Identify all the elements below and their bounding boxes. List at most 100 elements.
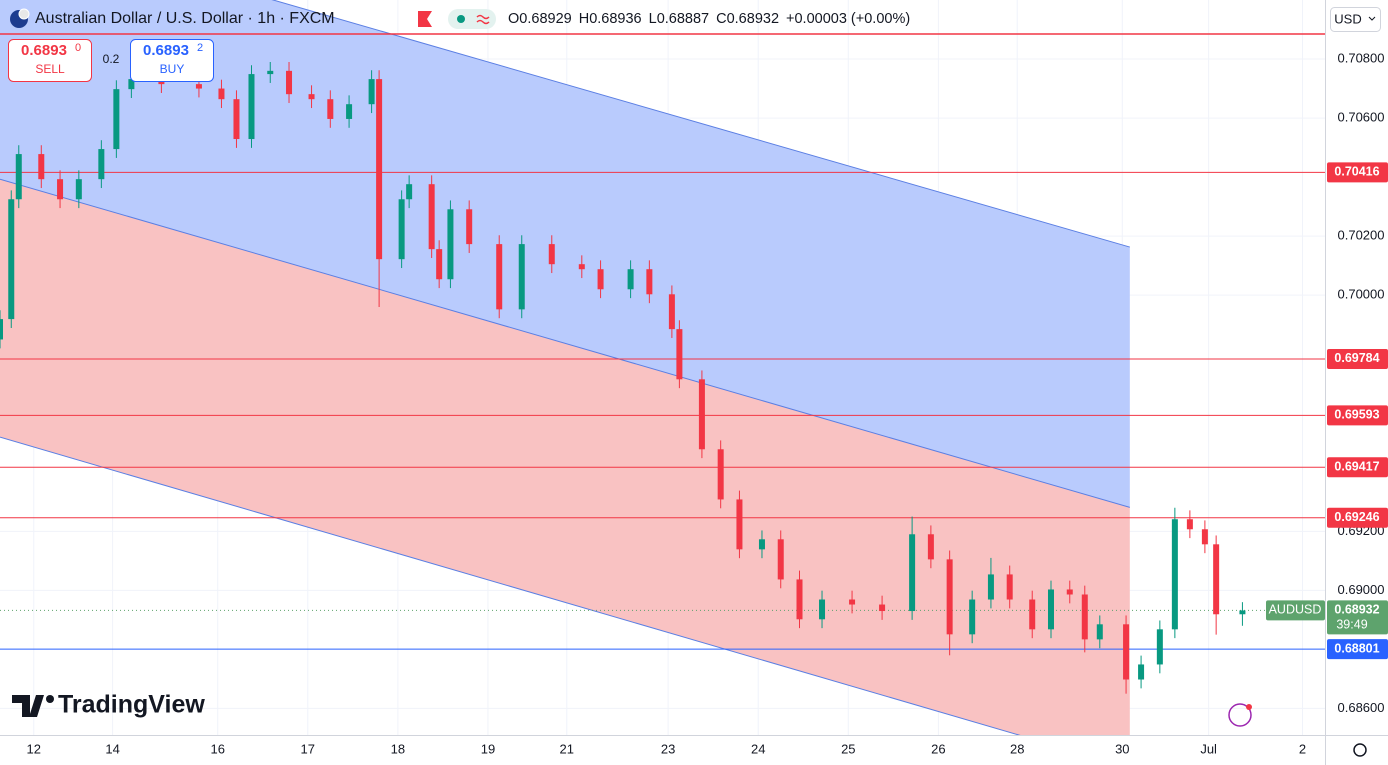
last-price: 0.68932 [1334,603,1379,617]
y-tick-label: 0.69000 [1338,582,1385,597]
ohlc-value: 0.68932 [727,11,779,27]
candle-body [286,70,293,95]
candle-body [218,88,225,100]
candle-body [38,154,45,180]
sell-price-sup: 0 [75,42,81,54]
status-icon [476,14,490,25]
axes: 0.708000.706000.702000.700000.692000.690… [27,50,1388,756]
candle-body [758,539,765,550]
buy-price-sup: 2 [197,42,203,54]
level-label: 0.69593 [1334,408,1379,422]
buy-button[interactable] [130,39,214,82]
candle-body [248,74,255,140]
channel-line [271,0,1130,248]
x-tick-label: 21 [560,741,574,756]
level-label: 0.70416 [1334,165,1379,179]
x-tick-label: 26 [931,741,945,756]
candle-body [1066,589,1073,595]
logo-icon [46,695,54,703]
level-label: 0.69784 [1334,351,1379,365]
x-tick-label: 24 [751,741,765,756]
level-label-bg [1327,348,1388,369]
symbol-title: Australian Dollar / U.S. Dollar · 1h · F… [35,10,335,27]
candle-body [113,89,120,150]
channel-line [0,178,1130,508]
candle-body [909,534,916,612]
currency: USD [1334,11,1361,26]
candle-body [969,599,976,635]
last-price-bg [1327,600,1388,635]
candle-body [128,79,135,90]
candle-body [1138,664,1145,680]
candle-body [879,604,886,612]
sell-label: SELL [35,62,65,76]
ohlc-label: C [716,11,726,27]
candle-body [578,264,585,270]
y-tick-label: 0.70600 [1338,110,1385,125]
x-tick-label: 12 [27,741,41,756]
y-tick-label: 0.70200 [1338,228,1385,243]
buy-price: 0.6893 [143,42,189,59]
currency-button[interactable] [1330,7,1381,32]
level-label: 0.69246 [1334,510,1379,524]
sell-button[interactable] [8,39,92,82]
x-tick-label: 18 [391,741,405,756]
candle-body [1006,574,1013,600]
candle-body [308,94,315,100]
candle-body [946,559,953,635]
countdown: 39:49 [1336,618,1367,632]
events-icon[interactable] [1228,703,1252,727]
candle-body [1186,519,1193,530]
candle-body [1029,599,1036,630]
flag-icon[interactable] [418,11,432,27]
status-dot [457,15,465,23]
candle-body [646,269,653,295]
candle-body [927,534,934,560]
x-tick-label: 23 [661,741,675,756]
candle-body [1171,519,1178,630]
settings-icon[interactable] [1353,743,1367,757]
candle-body [327,99,334,119]
x-tick-label: Jul [1200,741,1217,756]
candle-body [233,99,240,140]
candle-body [267,70,274,75]
status-pill [448,9,496,29]
channel-upper-fill [0,0,1130,508]
x-tick-label: 17 [301,741,315,756]
candle-body [518,244,525,310]
last-name-bg [1266,600,1325,621]
last-name: AUDUSD [1269,603,1322,617]
symbol-icon [18,8,30,20]
candle-body [447,209,454,280]
candle-body [8,199,15,320]
x-tick-label: 30 [1115,741,1129,756]
candle-body [428,184,435,250]
candle-body [736,499,743,550]
channel [0,0,1130,735]
candle-body [627,269,634,290]
level-lines [0,33,1388,650]
channel-line [0,436,1021,735]
candle-body [796,579,803,620]
time-axis [0,735,1388,765]
candle-body [15,154,22,200]
candle-body [368,79,375,105]
logo-icon [12,695,44,717]
candle-body [0,319,3,340]
level-label-bg [1327,405,1388,426]
ohlc-value: 0.68936 [589,11,641,27]
level-label: 0.68801 [1334,641,1379,655]
candle-body [597,269,604,290]
candles [0,61,1246,694]
candle-body [398,199,405,260]
level-label: 0.69417 [1334,460,1379,474]
brand: TradingView [58,691,205,719]
candle-body [548,244,555,265]
level-label-bg [1327,457,1388,478]
ohlc-header: O0.68929 H0.68936 L0.68887 C0.68932 +0.00003… [508,11,910,27]
ohlc-label: O [508,11,519,27]
candle-body [436,249,443,280]
ohlc-label: H [579,11,589,27]
buy-label: BUY [160,62,185,76]
